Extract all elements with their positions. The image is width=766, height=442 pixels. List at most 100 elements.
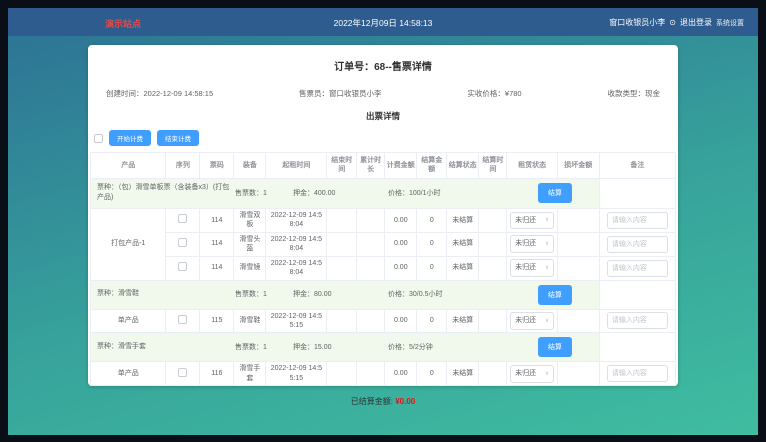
group-summary-cell: 票种：（包）滑雪单板票（含装备x3）(打包产品) 售票数：1 押金：400.00…: [90, 177, 600, 209]
col-header-settle-status: 结算状态: [446, 152, 480, 179]
remark-input[interactable]: [606, 259, 669, 277]
group-header-row: 票种：滑雪鞋 售票数：1 押金：80.00 价格：30/0.5小时 结算: [90, 279, 677, 310]
ticket-code-cell: 115: [199, 308, 235, 334]
duration-cell: [356, 255, 386, 281]
chevron-down-icon: ∨: [544, 241, 550, 248]
col-header-remark: 备注: [598, 152, 677, 179]
select-all-checkbox[interactable]: [94, 133, 103, 143]
rental-status-select[interactable]: 未归还 ∨: [510, 235, 555, 253]
end-time-cell: [326, 308, 358, 334]
col-header-start-time: 起租时间: [265, 152, 328, 179]
site-name: 演示站点: [105, 19, 142, 29]
table-row: 114 滑雪镜 2022-12-09 14:58:04 0.00 0 未结算 未…: [91, 255, 677, 281]
col-header-rental-status: 租赁状态: [506, 152, 558, 179]
remark-cell: [598, 207, 677, 233]
billing-amount-cell: 0.00: [384, 207, 418, 233]
rental-status-select[interactable]: 未归还 ∨: [510, 211, 555, 230]
remark-input[interactable]: [606, 365, 669, 383]
remark-cell: [598, 231, 677, 257]
product-cell: 单产品: [89, 308, 167, 334]
settle-time-cell: [478, 231, 508, 257]
remark-cell: [598, 361, 677, 387]
rental-status-value: 未归还: [515, 317, 537, 325]
settle-amount-cell: 0: [416, 231, 448, 257]
duration-cell: [356, 361, 386, 387]
col-header-settle-amount: 结算金额: [416, 152, 448, 179]
billing-amount-cell: 0.00: [384, 255, 418, 281]
damage-amount-cell: [556, 255, 600, 281]
row-checkbox[interactable]: [178, 367, 188, 377]
remark-cell: [598, 308, 677, 334]
order-seller: 售票员：窗口收银员小李: [299, 89, 382, 98]
rental-status-value: 未归还: [515, 370, 537, 378]
table-row: 单产品 115 滑雪鞋 2022-12-09 14:55:15 0.00 0 未…: [89, 308, 677, 334]
equipment-cell: 滑雪头盔: [233, 231, 267, 257]
price: 价格：100/1小时: [388, 189, 441, 197]
end-time-cell: [326, 231, 358, 257]
row-select-cell: [165, 231, 201, 257]
damage-amount-cell: [556, 308, 600, 334]
ticket-table: 产品 序列 票码 装备 起租时间 结束时间 累计时长 计费金额 结算金额 结算状…: [89, 152, 677, 387]
chevron-down-icon: ∨: [544, 265, 550, 272]
col-header-settle-time: 结算时间: [478, 152, 508, 179]
order-detail-card: 订单号：68--售票详情 创建时间：2022-12-09 14:58:15 售票…: [88, 45, 678, 406]
ticket-code-cell: 114: [199, 207, 235, 233]
remark-input[interactable]: [606, 211, 669, 229]
settled-total: 已结算金额: ¥0.00: [90, 386, 676, 407]
rental-status-select[interactable]: 未归还 ∨: [510, 259, 555, 277]
rental-status-select[interactable]: 未归还 ∨: [510, 365, 555, 383]
billing-amount-cell: 0.00: [384, 361, 418, 387]
order-info-row: 创建时间：2022-12-09 14:58:15 售票员：窗口收银员小李 实收价…: [90, 73, 676, 99]
group-remark-cell: [598, 177, 677, 209]
start-time-cell: 2022-12-09 14:58:04: [265, 231, 328, 257]
row-checkbox[interactable]: [178, 261, 188, 271]
logout-link[interactable]: 退出登录: [680, 18, 712, 27]
settle-button[interactable]: 结算: [538, 183, 572, 204]
remark-input[interactable]: [606, 235, 669, 253]
order-title: 订单号：68--售票详情: [334, 62, 432, 73]
settle-status-cell: 未结算: [446, 231, 480, 257]
table-row: 单产品 116 滑雪手套 2022-12-09 14:55:15 0.00 0 …: [89, 361, 677, 387]
remark-input[interactable]: [606, 312, 669, 330]
rental-status-cell: 未归还 ∨: [506, 361, 558, 387]
tickets-sold: 售票数：1: [235, 290, 267, 298]
price: 价格：5/2分钟: [388, 343, 433, 351]
settle-button[interactable]: 结算: [538, 337, 572, 358]
order-created-time: 创建时间：2022-12-09 14:58:15: [106, 89, 214, 98]
group-remark-cell: [598, 279, 677, 310]
price: 价格：30/0.5小时: [388, 290, 443, 298]
settle-amount-cell: 0: [416, 207, 448, 233]
system-settings-link[interactable]: 系统设置: [716, 19, 744, 27]
row-checkbox[interactable]: [178, 214, 188, 224]
chevron-down-icon: ∨: [544, 217, 550, 224]
row-select-cell: [165, 361, 201, 387]
current-datetime: 2022年12月09日 14:58:13: [333, 18, 433, 28]
tickets-sold: 售票数：1: [235, 343, 267, 351]
ticket-code-cell: 114: [199, 255, 235, 281]
duration-cell: [356, 231, 386, 257]
settle-button[interactable]: 结算: [538, 284, 572, 305]
row-checkbox[interactable]: [178, 314, 188, 324]
col-header-end-time: 结束时间: [326, 152, 358, 179]
col-header-billing-amount: 计费金额: [384, 152, 418, 179]
start-billing-button[interactable]: 开始计费: [109, 130, 151, 146]
row-checkbox[interactable]: [178, 237, 188, 247]
group-header-row: 票种：（包）滑雪单板票（含装备x3）(打包产品) 售票数：1 押金：400.00…: [90, 177, 677, 209]
tickets-sold: 售票数：1: [235, 189, 267, 197]
settle-status-cell: 未结算: [446, 308, 480, 334]
col-header-equipment: 装备: [233, 152, 267, 179]
billing-amount-cell: 0.00: [384, 308, 418, 334]
start-time-cell: 2022-12-09 14:55:15: [265, 361, 328, 387]
start-time-cell: 2022-12-09 14:58:04: [265, 207, 328, 233]
rental-status-select[interactable]: 未归还 ∨: [510, 312, 555, 330]
settle-time-cell: [478, 308, 508, 334]
equipment-cell: 滑雪双板: [233, 207, 267, 233]
logout-icon: ⊙: [669, 17, 676, 27]
end-billing-button[interactable]: 结束计费: [157, 130, 199, 146]
rental-status-cell: 未归还 ∨: [506, 207, 558, 233]
row-select-cell: [165, 207, 201, 233]
ticket-type: 票种：（包）滑雪单板票（含装备x3）(打包产品): [97, 183, 230, 202]
end-time-cell: [326, 207, 358, 233]
rental-status-cell: 未归还 ∨: [506, 255, 558, 281]
rental-status-value: 未归还: [515, 264, 537, 272]
